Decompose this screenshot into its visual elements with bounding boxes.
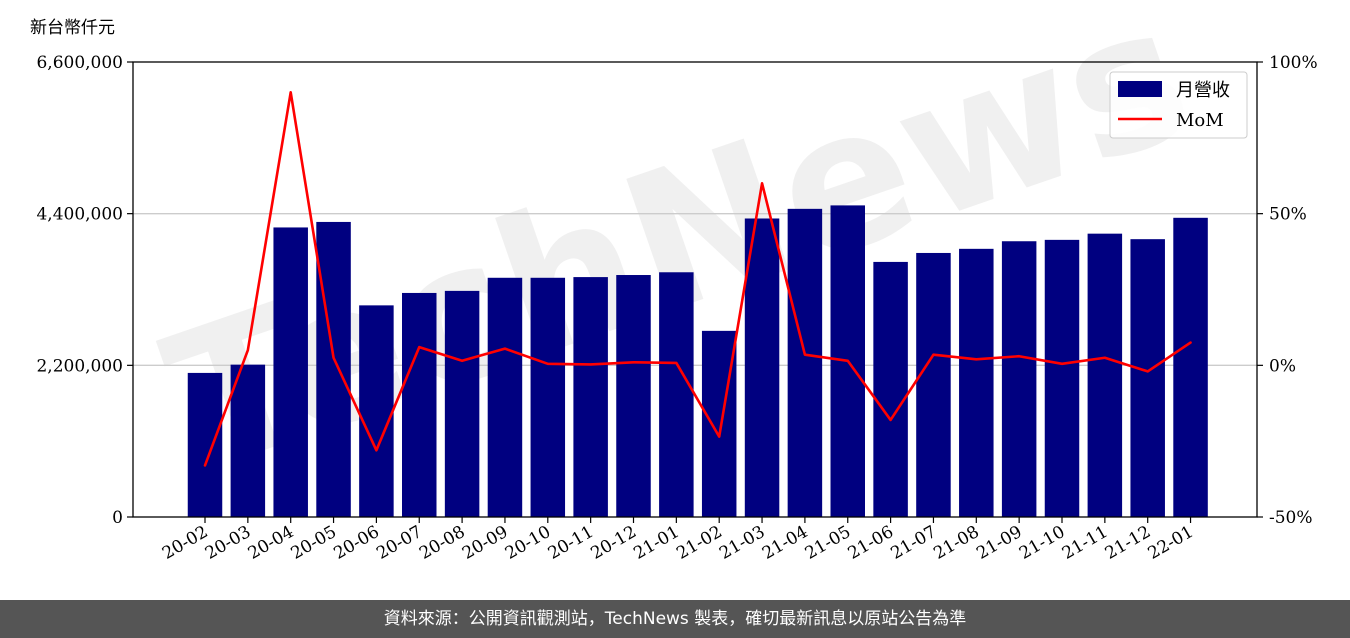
- bar-20-04: [273, 227, 308, 517]
- bar-20-05: [316, 221, 351, 517]
- bar-20-10: [530, 277, 566, 517]
- bar-20-11: [573, 277, 608, 517]
- x-tick-label: 21-03: [716, 522, 768, 564]
- revenue-bars: [187, 205, 1208, 518]
- right-tick-label: 100%: [1269, 53, 1318, 73]
- x-tick-label: 20-10: [502, 522, 554, 564]
- bar-21-01: [659, 272, 694, 517]
- x-tick-label: 20-04: [245, 522, 297, 564]
- bar-20-02: [187, 372, 223, 517]
- bar-22-01: [1173, 217, 1208, 518]
- x-tick-label: 20-08: [416, 522, 468, 564]
- right-tick-label: -50%: [1269, 508, 1313, 528]
- bar-21-10: [1044, 239, 1080, 518]
- left-tick-label: 4,400,000: [36, 205, 123, 225]
- legend: 月營收 MoM: [1109, 71, 1248, 139]
- x-tick-label: 21-09: [973, 522, 1025, 564]
- x-tick-label: 20-11: [545, 522, 597, 564]
- x-tick-label: 22-01: [1145, 522, 1197, 564]
- plot-frame: [132, 61, 1258, 518]
- chart-canvas: TechNews 02,200,0004,400,0006,600,000-50…: [30, 0, 1318, 564]
- bar-21-07: [916, 252, 951, 517]
- source-footer: 資料來源：公開資訊觀測站，TechNews 製表，確切最新訊息以原站公告為準: [0, 600, 1350, 638]
- mom-line-series: [203, 91, 1192, 467]
- x-tick-label: 21-11: [1059, 522, 1111, 564]
- x-tick-label: 21-06: [845, 522, 897, 564]
- legend-swatch-bar: [1118, 81, 1162, 97]
- bar-21-11: [1087, 233, 1123, 517]
- bar-21-04: [787, 208, 823, 517]
- bar-21-09: [1001, 241, 1037, 518]
- x-tick-label: 21-04: [759, 522, 811, 564]
- bar-21-06: [873, 261, 908, 517]
- x-tick-label: 20-02: [159, 522, 211, 564]
- bar-20-09: [487, 277, 523, 517]
- bar-20-06: [359, 305, 394, 517]
- axes: [132, 61, 1258, 518]
- x-tick-label: 21-05: [802, 522, 854, 564]
- x-tick-label: 20-07: [373, 522, 425, 564]
- mom-line: [203, 91, 1192, 467]
- x-tick-label: 21-12: [1102, 522, 1154, 564]
- x-tick-label: 21-01: [630, 522, 682, 564]
- bar-21-03: [744, 218, 780, 518]
- unit-label: 新台幣仟元: [30, 18, 115, 38]
- x-tick-label: 21-10: [1016, 522, 1068, 564]
- right-tick-label: 0%: [1269, 356, 1296, 376]
- legend-label-mom: MoM: [1176, 110, 1224, 131]
- left-tick-label: 0: [112, 508, 123, 528]
- bar-21-08: [959, 248, 994, 517]
- bar-20-12: [616, 275, 651, 517]
- x-tick-label: 21-07: [888, 522, 940, 564]
- legend-label-revenue: 月營收: [1176, 80, 1230, 101]
- bar-20-07: [402, 292, 437, 517]
- left-tick-label: 2,200,000: [36, 356, 123, 376]
- bar-20-03: [230, 364, 266, 517]
- x-tick-label: 20-09: [459, 522, 511, 564]
- x-tick-label: 20-06: [330, 522, 382, 564]
- x-tick-label: 20-12: [588, 522, 640, 564]
- x-tick-label: 21-08: [930, 522, 982, 564]
- x-tick-label: 20-05: [288, 522, 340, 564]
- bar-21-12: [1130, 239, 1165, 518]
- x-tick-label: 21-02: [673, 522, 725, 564]
- x-tick-label: 20-03: [202, 522, 254, 564]
- bar-20-08: [444, 290, 480, 517]
- right-tick-label: 50%: [1269, 205, 1307, 225]
- left-tick-label: 6,600,000: [36, 53, 123, 73]
- footer-text: 資料來源：公開資訊觀測站，TechNews 製表，確切最新訊息以原站公告為準: [383, 609, 967, 629]
